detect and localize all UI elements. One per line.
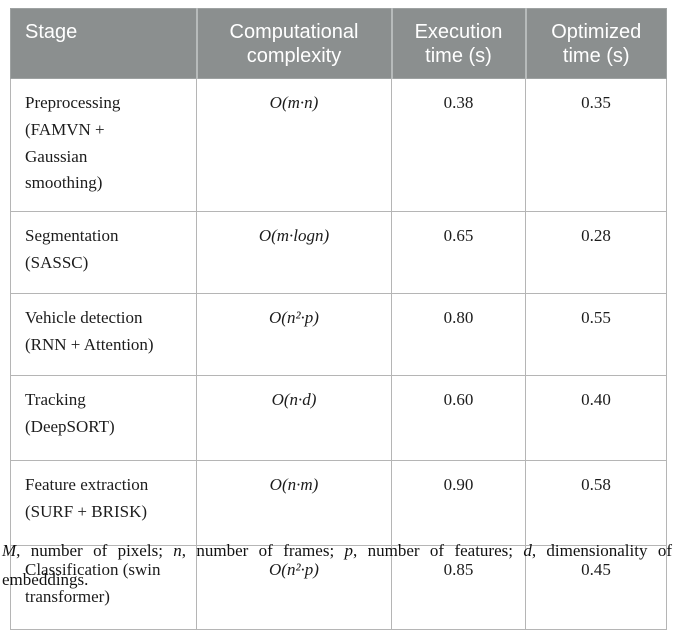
execution-time-cell: 0.60 [391, 374, 526, 461]
table-row: Segmentation (SASSC) O(m·logn) 0.65 0.28 [10, 210, 667, 294]
table-row: Tracking (DeepSORT) O(n·d) 0.60 0.40 [10, 374, 667, 461]
stage-cell: Vehicle detection (RNN + Attention) [10, 292, 197, 376]
complexity-cell: O(m·logn) [196, 210, 392, 294]
complexity-cell: O(n²·p) [196, 292, 392, 376]
footnote-var-n: n [173, 541, 182, 560]
header-optimized-time: Optimized time (s) [524, 8, 667, 79]
table-row: Preprocessing (FAMVN + Gaussian smoothin… [10, 77, 667, 212]
execution-time-cell: 0.80 [391, 292, 526, 376]
execution-time-cell: 0.65 [391, 210, 526, 294]
optimized-time-cell: 0.58 [525, 459, 667, 546]
complexity-cell: O(n·d) [196, 374, 392, 461]
footnote-text: , number of frames; [181, 541, 345, 560]
header-stage: Stage [10, 8, 197, 79]
execution-time-cell: 0.38 [391, 77, 526, 212]
execution-time-cell: 0.90 [391, 459, 526, 546]
footnote-var-p: p [344, 541, 354, 560]
optimized-time-cell: 0.40 [525, 374, 667, 461]
stage-cell: Tracking (DeepSORT) [10, 374, 197, 461]
table-footnote: M, number of pixels; n, number of frames… [2, 536, 672, 594]
stage-cell: Preprocessing (FAMVN + Gaussian smoothin… [10, 77, 197, 212]
table-row: Vehicle detection (RNN + Attention) O(n²… [10, 292, 667, 376]
footnote-var-d: d [523, 541, 532, 560]
header-computational-complexity: Computational complexity [195, 8, 392, 79]
footnote-text: , number of pixels; [16, 541, 174, 560]
stage-cell: Segmentation (SASSC) [10, 210, 197, 294]
table-row: Feature extraction (SURF + BRISK) O(n·m)… [10, 459, 667, 546]
footnote-var-m: M [2, 541, 17, 560]
optimized-time-cell: 0.35 [525, 77, 667, 212]
optimized-time-cell: 0.55 [525, 292, 667, 376]
optimized-time-cell: 0.28 [525, 210, 667, 294]
complexity-cell: O(m·n) [196, 77, 392, 212]
complexity-cell: O(n·m) [196, 459, 392, 546]
table-header-row: Stage Computational complexity Execution… [10, 8, 667, 79]
footnote-text: , number of features; [353, 541, 524, 560]
header-execution-time: Execution time (s) [390, 8, 526, 79]
footnote-text: , dimensionality of embeddings. [2, 541, 672, 590]
stage-cell: Feature extraction (SURF + BRISK) [10, 459, 197, 546]
